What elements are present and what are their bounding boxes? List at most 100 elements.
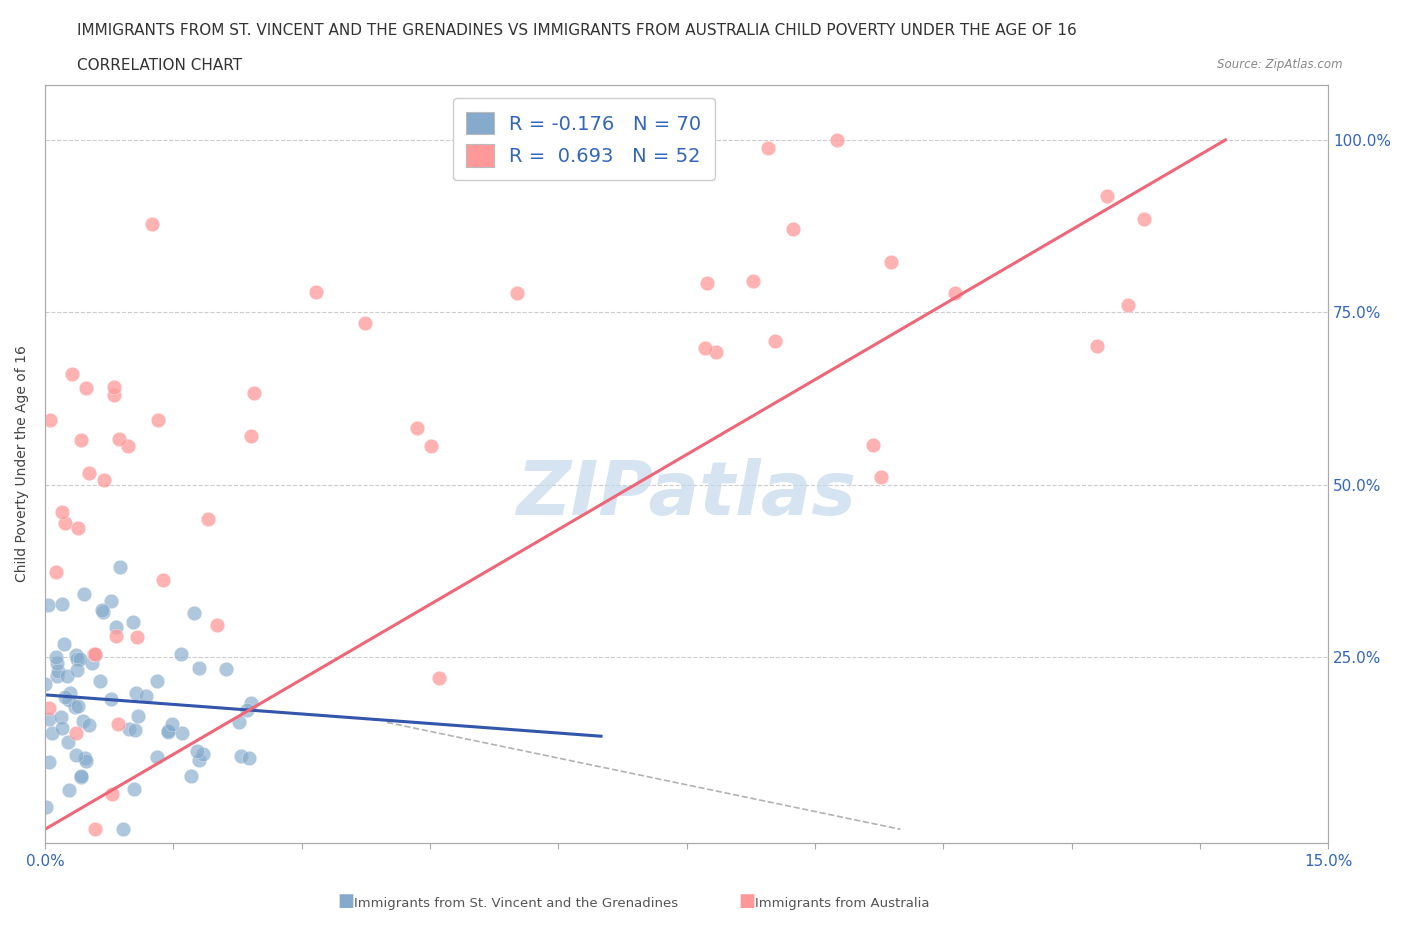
Point: [73, 751, 96, 765]
Text: IMMIGRANTS FROM ST. VINCENT AND THE GRENADINES VS IMMIGRANTS FROM AUSTRALIA CHIL: IMMIGRANTS FROM ST. VINCENT AND THE GREN…: [77, 23, 1077, 38]
Legend: R = -0.176   N = 70, R =  0.693   N = 52: R = -0.176 N = 70, R = 0.693 N = 52: [453, 99, 716, 180]
Point: [187, 660, 209, 675]
Point: [825, 132, 848, 147]
Point: [69, 768, 91, 783]
Point: [169, 647, 191, 662]
Point: [53, 515, 76, 530]
Text: Source: ZipAtlas.com: Source: ZipAtlas.com: [1218, 58, 1343, 71]
Point: [228, 714, 250, 729]
Point: [236, 703, 259, 718]
Point: [66, 652, 89, 667]
Point: [197, 512, 219, 526]
Point: [146, 673, 169, 688]
Point: [53, 690, 76, 705]
Point: [46, 669, 69, 684]
Point: [72, 587, 94, 602]
Point: [49, 710, 72, 724]
Text: CORRELATION CHART: CORRELATION CHART: [77, 58, 242, 73]
Point: [65, 647, 87, 662]
Point: [135, 689, 157, 704]
Point: [172, 725, 194, 740]
Point: [122, 782, 145, 797]
Point: [37, 598, 59, 613]
Point: [58, 782, 80, 797]
Point: [58, 693, 80, 708]
Point: [157, 724, 180, 739]
Point: [187, 752, 209, 767]
Point: [870, 469, 893, 484]
Point: [243, 386, 266, 401]
Point: [34, 676, 56, 691]
Point: [239, 429, 262, 444]
Point: [782, 221, 804, 236]
Point: [108, 560, 131, 575]
Point: [101, 787, 124, 802]
Point: [741, 274, 763, 289]
Text: ■: ■: [738, 892, 755, 910]
Point: [117, 721, 139, 736]
Point: [104, 629, 127, 644]
Point: [84, 648, 107, 663]
Point: [427, 671, 450, 685]
Point: [77, 717, 100, 732]
Point: [38, 413, 60, 428]
Point: [127, 629, 149, 644]
Text: ■: ■: [337, 892, 354, 910]
Point: [125, 686, 148, 701]
Point: [83, 646, 105, 661]
Text: Immigrants from Australia: Immigrants from Australia: [755, 897, 929, 910]
Point: [756, 140, 779, 155]
Point: [93, 472, 115, 487]
Point: [38, 711, 60, 726]
Point: [69, 652, 91, 667]
Text: ZIPatlas: ZIPatlas: [516, 458, 856, 531]
Point: [152, 573, 174, 588]
Point: [1097, 189, 1119, 204]
Point: [111, 822, 134, 837]
Point: [51, 596, 73, 611]
Point: [420, 439, 443, 454]
Point: [193, 746, 215, 761]
Point: [127, 709, 149, 724]
Point: [65, 663, 87, 678]
Point: [72, 713, 94, 728]
Point: [51, 504, 73, 519]
Point: [141, 217, 163, 232]
Point: [66, 521, 89, 536]
Point: [90, 603, 112, 618]
Point: [107, 716, 129, 731]
Point: [65, 726, 87, 741]
Point: [240, 696, 263, 711]
Point: [41, 726, 63, 741]
Point: [238, 751, 260, 765]
Point: [945, 286, 967, 301]
Point: [704, 345, 727, 360]
Point: [186, 743, 208, 758]
Point: [124, 723, 146, 737]
Point: [89, 673, 111, 688]
Point: [305, 285, 328, 299]
Point: [75, 753, 97, 768]
Point: [1085, 339, 1108, 353]
Point: [75, 381, 97, 396]
Point: [69, 769, 91, 784]
Point: [67, 698, 90, 713]
Point: [862, 438, 884, 453]
Point: [51, 720, 73, 735]
Point: [108, 432, 131, 446]
Point: [353, 316, 375, 331]
Point: [880, 254, 903, 269]
Point: [100, 692, 122, 707]
Point: [763, 334, 786, 349]
Point: [506, 286, 529, 300]
Point: [45, 565, 67, 579]
Point: [80, 656, 103, 671]
Point: [183, 606, 205, 621]
Point: [695, 340, 717, 355]
Point: [229, 749, 252, 764]
Text: Immigrants from St. Vincent and the Grenadines: Immigrants from St. Vincent and the Gren…: [354, 897, 679, 910]
Point: [1133, 211, 1156, 226]
Point: [148, 412, 170, 427]
Point: [180, 768, 202, 783]
Point: [69, 432, 91, 447]
